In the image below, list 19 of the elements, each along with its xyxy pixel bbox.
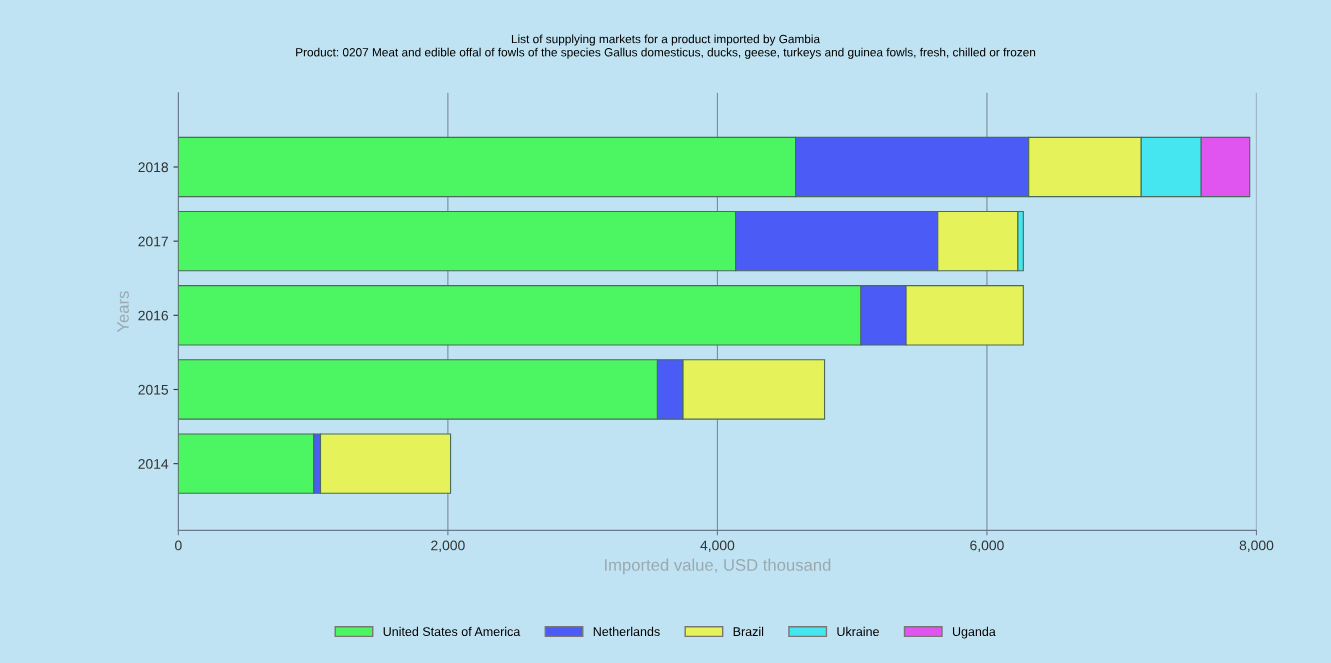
y-tick-label: 2014 bbox=[138, 458, 169, 469]
x-axis-title: Imported value, USD thousand bbox=[605, 558, 831, 575]
y-tick-label: 2018 bbox=[138, 162, 169, 173]
y-tick-label: 2017 bbox=[138, 236, 168, 247]
chart-title: List of supplying markets for a product imported by Gambia bbox=[511, 34, 821, 46]
legend-label: Ukraine bbox=[837, 626, 879, 637]
y-tick-label: 2015 bbox=[138, 384, 169, 395]
x-tick-label: 6,000 bbox=[970, 540, 1004, 552]
x-tick-label: 2,000 bbox=[431, 540, 465, 552]
chart-subtitle: Product: 0207 Meat and edible offal of fowls of the species Gallus domesticus, ducks, geese, turkeys and guinea fowls, fresh, chilled or frozen bbox=[296, 47, 1036, 59]
legend-label: Brazil bbox=[733, 626, 764, 637]
y-axis-title: Years bbox=[117, 291, 129, 333]
legend-label: United States of America bbox=[383, 626, 521, 637]
x-tick-label: 4,000 bbox=[700, 540, 735, 552]
y-tick-label: 2016 bbox=[138, 310, 169, 321]
x-tick-label: 0 bbox=[175, 540, 182, 551]
legend-label: Netherlands bbox=[593, 626, 660, 637]
legend-label: Uganda bbox=[952, 626, 996, 639]
x-tick-label: 8,000 bbox=[1239, 540, 1274, 552]
